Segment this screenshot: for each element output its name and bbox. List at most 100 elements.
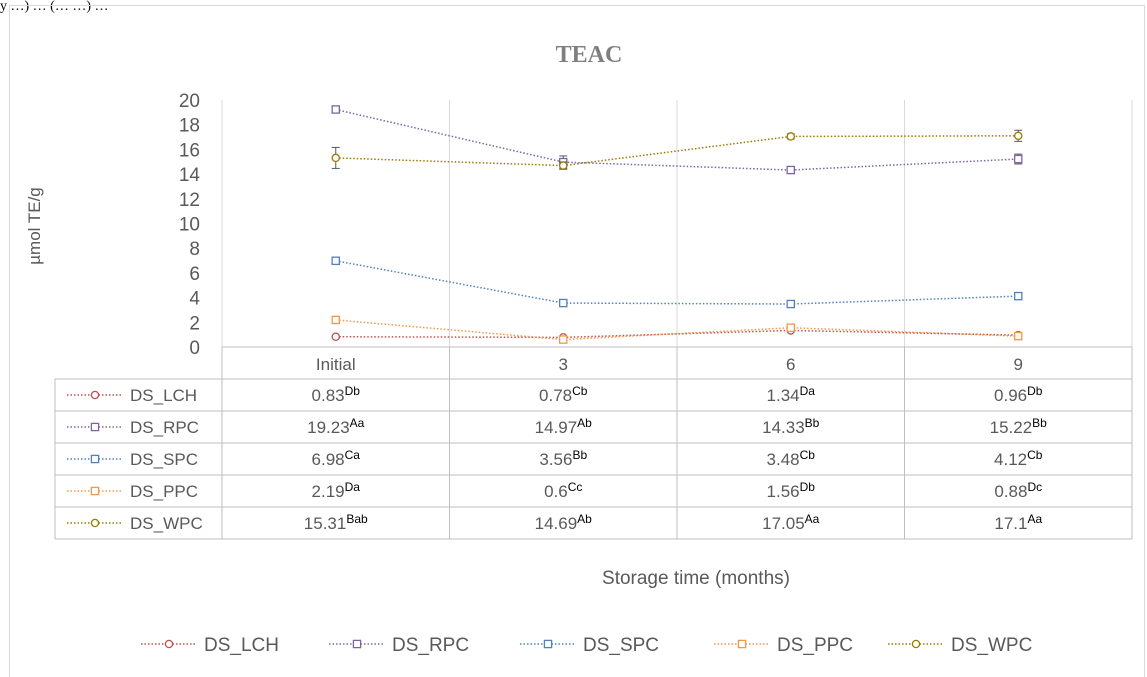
significance-letters: Ab — [577, 416, 592, 430]
y-axis-label: µmol TE/g — [25, 187, 44, 265]
legend: DS_LCH DS_RPC DS_SPC DS_PPC DS_WPC — [141, 635, 1032, 656]
data-point — [331, 256, 340, 266]
table-row-DS_PPC: DS_PPC 2.19Da 0.6Cc 1.56Db 0.88Dc — [67, 480, 1042, 501]
table-series-name: DS_WPC — [130, 514, 203, 533]
significance-letters: Cc — [568, 480, 583, 494]
legend-item-DS_PPC: DS_PPC — [714, 635, 853, 656]
data-point — [1014, 131, 1023, 141]
y-tick-label: 20 — [179, 91, 200, 112]
table-series-name: DS_SPC — [130, 450, 198, 469]
data-label: 0.88Dc — [994, 480, 1042, 501]
significance-letters: Db — [1027, 384, 1043, 398]
data-label: 3.56Bb — [539, 448, 587, 469]
data-point — [331, 153, 340, 163]
significance-letters: Aa — [805, 512, 820, 526]
data-point — [543, 639, 553, 649]
data-point — [559, 335, 568, 344]
series-line — [335, 108, 1019, 171]
data-point — [164, 639, 174, 649]
data-point — [331, 105, 340, 114]
y-tick-label: 6 — [189, 264, 200, 285]
table-row-DS_WPC: DS_WPC 15.31Bab 14.69Ab 17.05Aa 17.1Aa — [67, 512, 1042, 533]
data-label: 17.1Aa — [994, 512, 1042, 533]
data-label: 0.78Cb — [539, 384, 588, 405]
table-row-DS_RPC: DS_RPC 19.23Aa 14.97Ab 14.33Bb 15.22Bb — [67, 416, 1047, 437]
data-point — [1014, 331, 1023, 341]
data-label: 1.34Da — [767, 384, 816, 405]
data-table: Initial 3 6 9 DS_LCH 0.83Db 0.78Cb 1.34Da 0.96Db… — [54, 346, 1133, 540]
data-point — [559, 298, 568, 308]
data-label: 17.05Aa — [762, 512, 820, 533]
data-label: 6.98Ca — [312, 448, 361, 469]
x-tick-label: 9 — [1014, 355, 1023, 374]
table-series-name: DS_PPC — [130, 482, 198, 501]
significance-letters: Cb — [572, 384, 588, 398]
significance-letters: Bb — [572, 448, 587, 462]
legend-label: DS_RPC — [392, 635, 469, 656]
data-point — [331, 332, 340, 341]
significance-letters: Bb — [1032, 416, 1047, 430]
data-point — [90, 454, 100, 464]
legend-item-DS_WPC: DS_WPC — [888, 635, 1032, 656]
x-tick-label: 6 — [786, 355, 795, 374]
data-point — [786, 165, 796, 175]
cropped-caption-text: y …) … (… …) … — [0, 0, 109, 14]
significance-letters: Da — [800, 384, 816, 398]
data-label: 0.96Db — [994, 384, 1043, 405]
significance-letters: Bb — [805, 416, 820, 430]
legend-item-DS_LCH: DS_LCH — [141, 635, 279, 656]
table-row-DS_SPC: DS_SPC 6.98Ca 3.56Bb 3.48Cb 4.12Cb — [67, 448, 1043, 469]
legend-label: DS_WPC — [951, 635, 1032, 656]
significance-letters: Ab — [577, 512, 592, 526]
table-series-name: DS_LCH — [130, 386, 197, 405]
data-label: 0.83Db — [312, 384, 361, 405]
data-label: 1.56Db — [767, 480, 816, 501]
y-tick-label: 10 — [179, 215, 200, 236]
legend-item-DS_SPC: DS_SPC — [520, 635, 659, 656]
data-point — [90, 518, 100, 528]
x-axis-label: Storage time (months) — [602, 568, 790, 589]
y-tick-label: 4 — [189, 289, 200, 310]
data-point — [786, 299, 796, 309]
data-point — [911, 639, 921, 649]
data-point — [90, 390, 100, 400]
data-point — [1014, 154, 1023, 164]
significance-letters: Cb — [800, 448, 816, 462]
series-layer — [331, 105, 1023, 344]
significance-letters: Aa — [1027, 512, 1042, 526]
significance-letters: Dc — [1027, 480, 1042, 494]
data-label: 14.97Ab — [535, 416, 593, 437]
data-point — [786, 323, 796, 332]
x-tick-label: 3 — [559, 355, 568, 374]
data-point — [352, 639, 362, 649]
legend-label: DS_SPC — [583, 635, 659, 656]
y-tick-label: 8 — [189, 239, 200, 260]
series-DS_SPC — [331, 256, 1023, 309]
legend-label: DS_PPC — [777, 635, 853, 656]
significance-letters: Da — [345, 480, 361, 494]
table-row-DS_LCH: DS_LCH 0.83Db 0.78Cb 1.34Da 0.96Db — [67, 384, 1043, 405]
series-DS_PPC — [331, 315, 1023, 344]
significance-letters: Ca — [345, 448, 361, 462]
data-label: 3.48Cb — [767, 448, 816, 469]
grid-lines — [221, 100, 1133, 347]
y-tick-label: 2 — [189, 313, 200, 334]
data-point — [331, 315, 340, 325]
data-point — [1014, 291, 1023, 301]
significance-letters: Aa — [350, 416, 365, 430]
chart-title: TEAC — [556, 42, 623, 68]
series-line — [335, 135, 1019, 167]
data-label: 14.33Bb — [762, 416, 820, 437]
data-point — [737, 639, 747, 649]
data-point — [786, 132, 796, 141]
chart-frame — [9, 5, 1145, 677]
data-label: 2.19Da — [312, 480, 361, 501]
data-label: 19.23Aa — [307, 416, 365, 437]
y-tick-label: 16 — [179, 140, 200, 161]
data-point — [90, 486, 100, 496]
legend-label: DS_LCH — [204, 635, 279, 656]
significance-letters: Db — [800, 480, 816, 494]
data-label: 15.22Bb — [990, 416, 1048, 437]
data-label: 0.6Cc — [544, 480, 582, 501]
legend-item-DS_RPC: DS_RPC — [329, 635, 469, 656]
